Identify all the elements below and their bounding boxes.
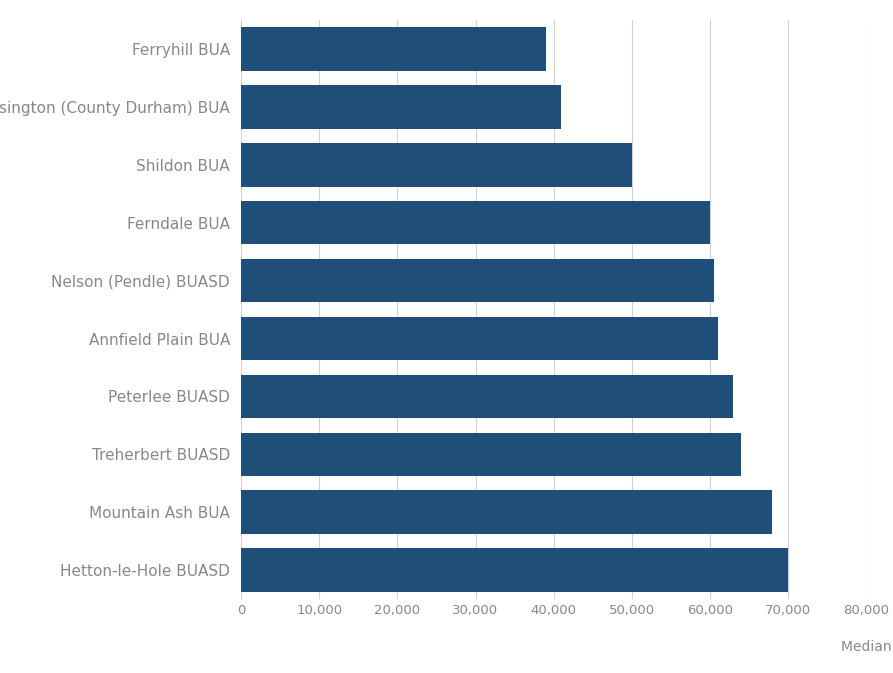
Bar	[241, 375, 733, 418]
Bar	[241, 201, 710, 244]
X-axis label: Median Price (£): Median Price (£)	[841, 639, 893, 653]
Bar	[241, 85, 562, 129]
Bar	[241, 259, 714, 302]
Bar	[241, 317, 718, 360]
Bar	[241, 143, 632, 186]
Bar	[241, 433, 741, 476]
Bar	[241, 491, 772, 534]
Bar	[241, 28, 546, 71]
Bar	[241, 548, 788, 592]
